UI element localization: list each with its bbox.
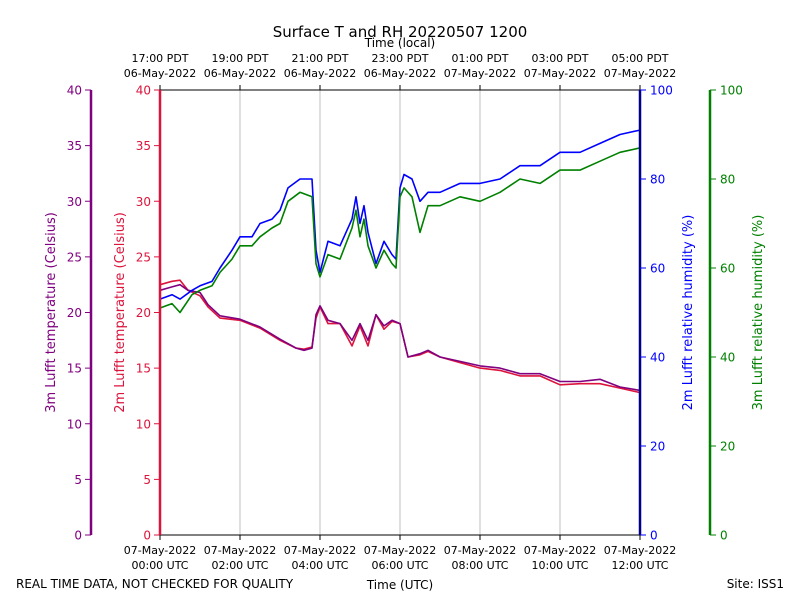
x-tick-label-date-3: 07-May-2022 xyxy=(364,544,436,557)
y-tick-label-rh3-5: 100 xyxy=(720,84,743,98)
top-tick-label-time-4: 01:00 PDT xyxy=(451,52,508,65)
top-tick-label-time-2: 21:00 PDT xyxy=(291,52,348,65)
y-tick-label-rh3-1: 20 xyxy=(720,440,735,454)
y-tick-label-t3-8: 40 xyxy=(67,84,82,98)
x-tick-label-time-4: 08:00 UTC xyxy=(451,559,508,572)
x-tick-label-date-5: 07-May-2022 xyxy=(524,544,596,557)
y-tick-label-t3-1: 5 xyxy=(74,473,82,487)
y-tick-label-rh3-4: 80 xyxy=(720,173,735,187)
y-tick-label-t2-8: 40 xyxy=(136,84,151,98)
top-tick-label-date-0: 06-May-2022 xyxy=(124,67,196,80)
y-axis-label-rh2: 2m Lufft relative humidity (%) xyxy=(681,215,696,411)
x-tick-label-date-2: 07-May-2022 xyxy=(284,544,356,557)
series-line-rh3 xyxy=(159,147,641,314)
top-tick-label-time-1: 19:00 PDT xyxy=(211,52,268,65)
y-tick-label-t2-5: 25 xyxy=(136,250,151,264)
top-axis-label: Time (local) xyxy=(364,36,436,50)
y-tick-label-rh2-4: 80 xyxy=(650,173,665,187)
top-tick-label-date-1: 06-May-2022 xyxy=(204,67,276,80)
top-tick-label-date-4: 07-May-2022 xyxy=(444,67,516,80)
y-tick-label-rh3-2: 40 xyxy=(720,351,735,365)
y-tick-label-t2-4: 20 xyxy=(136,306,151,320)
y-axis-label-t3: 3m Lufft temperature (Celsius) xyxy=(44,212,59,413)
y-tick-label-t3-0: 0 xyxy=(74,529,82,543)
y-tick-label-t3-6: 30 xyxy=(67,195,82,209)
series-line-rh2 xyxy=(159,129,641,300)
y-tick-label-t3-2: 10 xyxy=(67,417,82,431)
x-tick-label-time-6: 12:00 UTC xyxy=(611,559,668,572)
y-tick-label-rh2-3: 60 xyxy=(650,262,665,276)
x-tick-label-time-3: 06:00 UTC xyxy=(371,559,428,572)
series-line-t2 xyxy=(159,279,641,394)
y-tick-label-t2-6: 30 xyxy=(136,195,151,209)
chart-title: Surface T and RH 20220507 1200 xyxy=(273,23,528,41)
y-tick-label-rh2-0: 0 xyxy=(650,529,658,543)
y-tick-label-rh2-5: 100 xyxy=(650,84,673,98)
x-tick-label-time-2: 04:00 UTC xyxy=(291,559,348,572)
y-tick-label-rh3-3: 60 xyxy=(720,262,735,276)
x-tick-label-date-4: 07-May-2022 xyxy=(444,544,516,557)
x-tick-label-date-1: 07-May-2022 xyxy=(204,544,276,557)
x-tick-label-time-5: 10:00 UTC xyxy=(531,559,588,572)
y-axis-label-t2: 2m Lufft temperature (Celsius) xyxy=(113,212,128,413)
y-axis-label-rh3: 3m Lufft relative humidity (%) xyxy=(751,215,766,411)
x-tick-label-time-0: 00:00 UTC xyxy=(131,559,188,572)
y-tick-label-t2-0: 0 xyxy=(143,529,151,543)
top-tick-label-date-2: 06-May-2022 xyxy=(284,67,356,80)
site-label: Site: ISS1 xyxy=(727,577,784,591)
y-tick-label-rh2-2: 40 xyxy=(650,351,665,365)
y-tick-label-t2-7: 35 xyxy=(136,139,151,153)
top-tick-label-time-5: 03:00 PDT xyxy=(531,52,588,65)
y-tick-label-t2-1: 5 xyxy=(143,473,151,487)
y-tick-label-t3-3: 15 xyxy=(67,362,82,376)
time-axes-group: 07-May-2022 00:00 UTC 07-May-2022 02:00 UTC… xyxy=(124,52,676,572)
y-tick-label-t3-7: 35 xyxy=(67,139,82,153)
series-line-t3 xyxy=(159,283,641,392)
x-tick-label-date-6: 07-May-2022 xyxy=(604,544,676,557)
y-tick-label-t2-3: 15 xyxy=(136,362,151,376)
y-tick-label-t3-5: 25 xyxy=(67,250,82,264)
y-tick-label-rh2-1: 20 xyxy=(650,440,665,454)
top-tick-label-time-3: 23:00 PDT xyxy=(371,52,428,65)
disclaimer-text: REAL TIME DATA, NOT CHECKED FOR QUALITY xyxy=(16,577,294,591)
x-tick-label-date-0: 07-May-2022 xyxy=(124,544,196,557)
axes-group: 0 5 10 15 20 25 30 35 40 3m Lufft temperature (Ce… xyxy=(44,84,766,543)
y-tick-label-rh3-0: 0 xyxy=(720,529,728,543)
y-tick-label-t3-4: 20 xyxy=(67,306,82,320)
top-tick-label-time-6: 05:00 PDT xyxy=(611,52,668,65)
x-axis-label: Time (UTC) xyxy=(366,578,433,592)
top-tick-label-date-6: 07-May-2022 xyxy=(604,67,676,80)
top-tick-label-date-3: 06-May-2022 xyxy=(364,67,436,80)
x-tick-label-time-1: 02:00 UTC xyxy=(211,559,268,572)
top-tick-label-date-5: 07-May-2022 xyxy=(524,67,596,80)
series-group xyxy=(159,129,641,394)
top-tick-label-time-0: 17:00 PDT xyxy=(131,52,188,65)
y-tick-label-t2-2: 10 xyxy=(136,417,151,431)
